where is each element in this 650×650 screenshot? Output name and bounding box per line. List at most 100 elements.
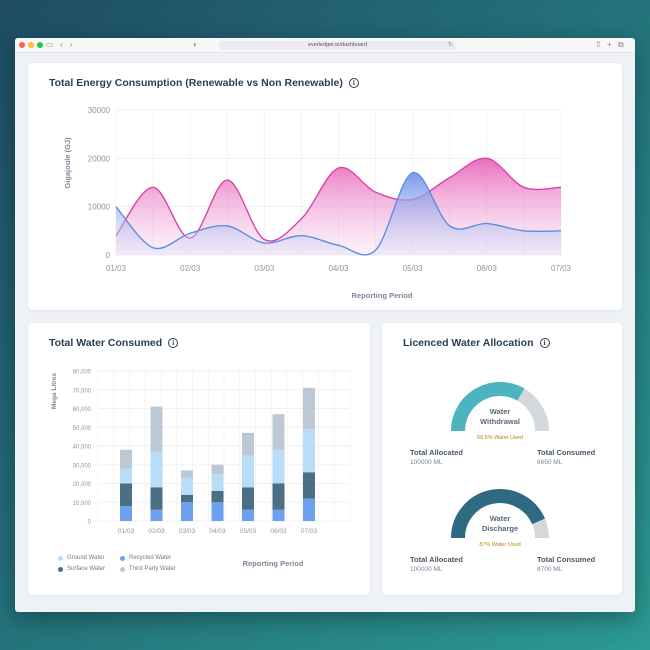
back-icon[interactable]: ‹ [60, 40, 63, 49]
water-bar-segment[interactable] [303, 472, 315, 499]
reload-icon[interactable]: ↻ [448, 42, 454, 48]
water-bar-segment[interactable] [242, 455, 254, 488]
total-consumed-value: 8700 ML [537, 566, 563, 573]
tabs-overview-icon[interactable]: ⧉ [618, 40, 624, 49]
water-bar-segment[interactable] [303, 387, 315, 430]
total-consumed-value: 6650 ML [537, 459, 563, 466]
water-bar-segment[interactable] [211, 464, 224, 475]
allocation-title-text: Licenced Water Allocation [403, 337, 534, 349]
legend-swatch [120, 555, 125, 561]
legend-item[interactable]: Recycled Water [120, 555, 171, 561]
water-bar-segment[interactable] [120, 483, 132, 507]
info-icon[interactable]: i [168, 338, 179, 348]
close-window-button[interactable] [19, 42, 25, 48]
total-allocated: Total Allocated 100000 ML [410, 448, 463, 466]
x-tick-label: 02/03 [180, 264, 201, 273]
energy-chart: 30000 20000 10000 0 01/03 02/03 03/03 04/03 05/0… [63, 106, 572, 300]
gauge-label: Water Withdrawal [460, 407, 540, 427]
total-allocated-value: 100000 ML [410, 459, 443, 466]
share-icon[interactable]: ⇧ [595, 40, 602, 49]
water-bar-segment[interactable] [120, 468, 132, 484]
minimize-window-button[interactable] [28, 42, 34, 48]
x-tick-label: 05/03 [403, 264, 424, 273]
y-tick-label: 30000 [88, 106, 111, 115]
gauge-label-line2: Discharge [481, 524, 519, 533]
y-tick-label: 80,000 [73, 370, 92, 376]
browser-window: ▭ ‹ › ◐ everledger.io/dashboard ↻ ⇧ + ⧉ … [15, 38, 635, 612]
water-bar-segment[interactable] [181, 470, 193, 478]
x-tick-label: 01/03 [118, 528, 135, 535]
water-bar-segment[interactable] [272, 483, 285, 510]
water-chart: 80,000 70,000 60,000 50,000 40,000 30,000 20,0… [51, 370, 351, 568]
energy-series-line[interactable] [115, 172, 562, 256]
water-bar-segment[interactable] [303, 498, 315, 522]
maximize-window-button[interactable] [37, 42, 43, 48]
water-x-axis-label: Reporting Period [243, 559, 304, 568]
water-bar-segment[interactable] [211, 474, 224, 491]
energy-x-axis-label: Reporting Period [352, 291, 413, 300]
water-bar-segment[interactable] [120, 449, 132, 469]
address-bar[interactable]: everledger.io/dashboard [219, 41, 456, 50]
water-bar-segment[interactable] [181, 502, 193, 521]
sidebar-toggle-icon[interactable]: ▭ [46, 40, 54, 49]
legend-swatch [58, 555, 63, 561]
energy-card-title: Total Energy Consumption (Renewable vs N… [49, 77, 359, 89]
water-bar-segment[interactable] [272, 414, 285, 450]
water-bar-segment[interactable] [120, 506, 132, 521]
legend-label: Recycled Water [129, 555, 172, 561]
water-bar-segment[interactable] [242, 487, 254, 510]
total-allocated-value: 100000 ML [410, 566, 443, 573]
gauge-label-line1: Water [489, 514, 511, 523]
y-tick-label: 0 [106, 251, 111, 260]
water-bar-segment[interactable] [150, 509, 163, 521]
x-tick-label: 05/03 [240, 528, 257, 535]
water-bar-segment[interactable] [242, 509, 254, 521]
new-tab-icon[interactable]: + [607, 40, 612, 49]
water-legend: Ground Water Recycled Water Surface Water T… [58, 555, 238, 585]
y-tick-label: 0 [88, 520, 92, 526]
water-bar-segment[interactable] [150, 451, 163, 488]
y-tick-label: 60,000 [73, 407, 92, 413]
x-tick-label: 04/03 [209, 528, 226, 535]
water-bar-segment[interactable] [181, 494, 193, 503]
allocation-card: Licenced Water Allocation i Water Withdra… [382, 323, 622, 595]
window-controls [19, 42, 43, 48]
energy-title-text: Total Energy Consumption (Renewable vs N… [49, 77, 343, 89]
energy-y-axis-label: Gigajoule (GJ) [63, 137, 72, 189]
water-bar-segment[interactable] [181, 477, 193, 495]
y-tick-label: 50,000 [73, 426, 92, 432]
energy-card: Total Energy Consumption (Renewable vs N… [28, 63, 622, 310]
total-consumed: Total Consumed 6650 ML [537, 448, 595, 466]
info-icon[interactable]: i [348, 78, 359, 88]
water-consumed-title: Total Water Consumed i [49, 337, 179, 349]
water-bar-segment[interactable] [303, 429, 315, 473]
water-bar-segment[interactable] [211, 491, 224, 503]
x-tick-label: 03/03 [254, 264, 275, 273]
gauge-label-line1: Water [489, 407, 511, 416]
water-bar-segment[interactable] [211, 502, 224, 521]
x-tick-label: 04/03 [328, 264, 349, 273]
legend-item[interactable]: Third Party Water [120, 566, 176, 572]
water-bar-segment[interactable] [272, 509, 285, 521]
water-bar-segment[interactable] [150, 487, 163, 510]
y-tick-label: 20000 [88, 154, 111, 163]
legend-item[interactable]: Surface Water [58, 566, 105, 572]
energy-series-area [116, 172, 561, 255]
water-bar-segment[interactable] [272, 449, 285, 484]
info-icon[interactable]: i [539, 338, 550, 348]
forward-icon[interactable]: › [70, 40, 73, 49]
water-bar-segment[interactable] [242, 432, 254, 456]
x-tick-label: 07/03 [551, 264, 572, 273]
x-tick-label: 03/03 [179, 528, 196, 535]
gauge-used-text: 66.5% Water Used [477, 435, 523, 441]
legend-item[interactable]: Ground Water [58, 555, 104, 561]
x-tick-label: 06/03 [477, 264, 498, 273]
x-tick-label: 02/03 [148, 528, 165, 535]
gauge-block: Water Withdrawal 66.5% Water Used Total All… [382, 373, 622, 473]
legend-swatch [120, 566, 125, 572]
gauge-chart [451, 382, 549, 432]
total-consumed: Total Consumed 8700 ML [537, 555, 595, 573]
total-consumed-label: Total Consumed [537, 448, 596, 457]
water-bar-segment[interactable] [150, 406, 163, 452]
water-y-axis-label: Mega Litres [51, 373, 58, 410]
